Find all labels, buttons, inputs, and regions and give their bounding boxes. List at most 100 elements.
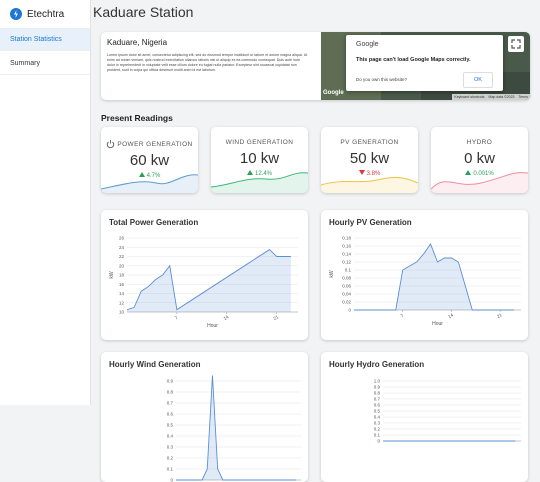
line bbox=[176, 375, 296, 481]
change-text: 3.8% bbox=[366, 171, 381, 177]
y-tick-label: 0.04 bbox=[342, 292, 351, 297]
reading-card: PV GENERATION 50 kw 3.8% bbox=[321, 127, 418, 193]
y-tick-label: 0.3 bbox=[374, 421, 381, 426]
y-tick-label: 0.08 bbox=[342, 276, 351, 281]
arrow bbox=[138, 172, 145, 177]
y-tick-label: 1.0 bbox=[374, 379, 381, 384]
x-tick-label: 7 bbox=[174, 315, 179, 321]
reading-label: POWER GENERATION bbox=[101, 139, 198, 149]
chart-title: Hourly Wind Generation bbox=[109, 360, 201, 369]
sparkline bbox=[101, 174, 198, 193]
reading-label: HYDRO bbox=[431, 139, 528, 146]
x-axis-label: Hour bbox=[432, 321, 443, 327]
chart-title: Hourly Hydro Generation bbox=[329, 360, 425, 369]
reading-card: WIND GENERATION 10 kw 12.4% bbox=[211, 127, 308, 193]
y-tick-label: 0.16 bbox=[342, 244, 351, 249]
y-tick-label: 0.2 bbox=[167, 456, 174, 461]
fullscreen-button[interactable] bbox=[508, 36, 524, 52]
chart: 10 12 14 16 18 20 22 24 26 7 14 21 Hour kW bbox=[109, 236, 298, 329]
y-tick-label: 10 bbox=[119, 310, 125, 315]
logo bbox=[10, 8, 22, 20]
menu-item[interactable]: Station Statistics bbox=[0, 29, 90, 51]
y-tick-label: 0.4 bbox=[167, 434, 174, 439]
y-tick-label: 18 bbox=[119, 273, 125, 278]
map: Google This page can't load Google Maps … bbox=[321, 32, 530, 100]
sparkline-line bbox=[431, 172, 528, 190]
station-card: Kaduare, Nigeria Lorem ipsum dolor sit a… bbox=[101, 32, 530, 100]
sidebar: Etechtra Station Statistics Summary bbox=[0, 0, 91, 405]
y-tick-label: 0.7 bbox=[167, 401, 174, 406]
reading-value: 0 kw bbox=[464, 150, 495, 167]
reading-label: WIND GENERATION bbox=[211, 139, 308, 146]
chart-card: Total Power Generation 10 12 14 16 18 20 22 24 26… bbox=[101, 210, 308, 340]
sparkline bbox=[211, 172, 308, 193]
line bbox=[126, 248, 291, 311]
reading-label-text: POWER GENERATION bbox=[117, 141, 193, 148]
y-tick-label: 0.5 bbox=[167, 423, 174, 428]
change-arrow bbox=[465, 170, 472, 175]
x-tick-label: 21 bbox=[272, 314, 279, 321]
y-tick-label: 16 bbox=[119, 282, 125, 287]
dialog-question: Do you own this website? bbox=[356, 77, 408, 82]
x-tick-label: 21 bbox=[496, 312, 503, 319]
x-tick-label: 7 bbox=[400, 313, 405, 319]
reading-value: 10 kw bbox=[239, 150, 280, 167]
location: Kaduare, Nigeria bbox=[107, 38, 168, 47]
reading-card: HYDRO 0 kw 0.001% bbox=[431, 127, 528, 193]
sparkline-line bbox=[211, 172, 308, 188]
map-footer-item[interactable]: Terms bbox=[518, 95, 528, 99]
change-text: 12.4% bbox=[254, 171, 272, 177]
y-tick-label: 0.12 bbox=[342, 260, 351, 265]
y-tick-label: 0.06 bbox=[342, 284, 351, 289]
sparkline-area bbox=[101, 174, 198, 193]
x-axis-label: Hour bbox=[207, 323, 218, 329]
sparkline-line bbox=[321, 176, 418, 186]
chart: 00.10.20.30.40.50.60.70.80.91.0 bbox=[374, 379, 521, 444]
dialog-message: This page can't load Google Maps correct… bbox=[356, 57, 471, 63]
y-tick-label: 0.9 bbox=[167, 379, 174, 384]
y-tick-label: 0 bbox=[170, 478, 173, 482]
reading-value: 50 kw bbox=[349, 150, 390, 167]
y-tick-label: 0.8 bbox=[167, 390, 174, 395]
y-tick-label: 12 bbox=[119, 300, 125, 305]
map-footer-item[interactable]: Keyboard shortcuts bbox=[454, 95, 485, 99]
y-axis-label: kW bbox=[109, 271, 115, 279]
y-tick-label: 0.2 bbox=[374, 427, 381, 432]
y-tick-label: 0.7 bbox=[374, 397, 381, 402]
chart: 0 0.1 0.2 0.3 0.4 0.5 0.6 0.7 0.8 0.9 bbox=[167, 375, 301, 482]
chart: 0 0.02 0.04 0.06 0.08 0.1 0.12 0.14 0.16 0.18 7 14 2… bbox=[329, 236, 521, 327]
map-footer: Keyboard shortcuts Map data ©2023 Terms bbox=[452, 94, 530, 100]
reading-change: 12.4% bbox=[211, 170, 308, 177]
brand-name: Etechtra bbox=[27, 8, 65, 20]
description: Lorem ipsum dolor sit amet, consectetur … bbox=[107, 53, 308, 72]
reading-label-text: WIND GENERATION bbox=[225, 139, 294, 146]
sparkline-area bbox=[431, 172, 528, 193]
google-logo: Google bbox=[323, 90, 344, 96]
power-icon bbox=[107, 140, 115, 149]
change-arrow bbox=[246, 170, 253, 175]
chart-card: Hourly Wind Generation 0 0.1 0.2 0.3 0.4 0.5 0.… bbox=[101, 352, 308, 482]
change-arrow bbox=[138, 172, 145, 177]
reading-change: 4.7% bbox=[101, 172, 198, 179]
y-tick-label: 0.14 bbox=[342, 252, 351, 257]
change-text: 4.7% bbox=[146, 173, 161, 179]
menu-item[interactable]: Summary bbox=[0, 53, 90, 75]
reading-value: 60 kw bbox=[129, 152, 170, 169]
arrow bbox=[246, 170, 253, 175]
x-tick-label: 14 bbox=[223, 314, 230, 321]
chart-card: Hourly Hydro Generation 0 0.1 0.2 0.3 0.4 0.5 0… bbox=[321, 352, 528, 482]
chart-card: Hourly PV Generation 0 0.02 0.04 0.06 0.08 0.1… bbox=[321, 210, 528, 340]
chart-title: Total Power Generation bbox=[109, 218, 199, 227]
sparkline bbox=[431, 172, 528, 193]
dialog-title: Google bbox=[356, 41, 379, 48]
ok-button[interactable]: OK bbox=[463, 72, 493, 88]
arrow bbox=[358, 170, 365, 175]
chart-title: Hourly PV Generation bbox=[329, 218, 412, 227]
divider bbox=[0, 28, 90, 29]
reading-label: PV GENERATION bbox=[321, 139, 418, 146]
page-title: Kaduare Station bbox=[93, 4, 194, 20]
y-tick-label: 22 bbox=[119, 254, 125, 259]
sparkline-area bbox=[211, 172, 308, 193]
y-tick-label: 0.1 bbox=[374, 433, 381, 438]
